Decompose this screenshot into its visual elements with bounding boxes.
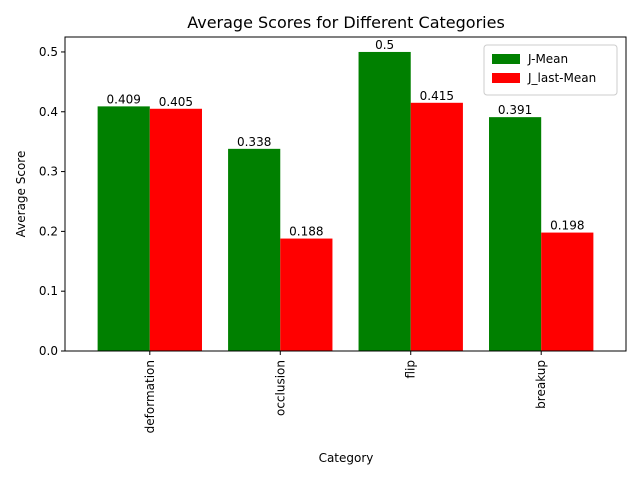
legend-swatch-j-mean — [492, 54, 520, 64]
x-tick-label-deformation: deformation — [143, 360, 157, 433]
legend-label-j-mean: J-Mean — [527, 52, 568, 66]
bar-j-last-mean-deformation — [149, 108, 202, 352]
chart-title: Average Scores for Different Categories — [187, 13, 505, 32]
bar-j-mean-flip — [358, 51, 411, 351]
y-tick-label: 0.5 — [39, 45, 58, 59]
y-axis: 0.0 0.1 0.2 0.3 0.4 0.5 — [39, 45, 65, 358]
legend-swatch-j-last-mean — [492, 73, 520, 83]
bars — [97, 51, 594, 352]
y-tick-label: 0.4 — [39, 105, 58, 119]
y-axis-label: Average Score — [14, 151, 28, 238]
x-axis: deformation occlusion flip breakup — [143, 351, 548, 433]
y-tick-label: 0.1 — [39, 284, 58, 298]
bar-j-last-mean-breakup — [541, 232, 594, 351]
y-tick-label: 0.0 — [39, 344, 58, 358]
data-label-j-last-mean-occlusion: 0.188 — [289, 225, 323, 239]
y-tick-label: 0.3 — [39, 165, 58, 179]
x-axis-label: Category — [319, 451, 374, 465]
bar-j-last-mean-flip — [410, 102, 463, 352]
data-labels: 0.409 0.338 0.5 0.391 0.405 0.188 0.415 0.198 — [107, 38, 585, 239]
x-tick-label-flip: flip — [404, 360, 418, 379]
legend-label-j-last-mean: J_last-Mean — [527, 71, 596, 85]
legend: J-Mean J_last-Mean — [483, 44, 618, 96]
data-label-j-mean-deformation: 0.409 — [107, 92, 141, 106]
x-tick-label-occlusion: occlusion — [273, 360, 287, 416]
data-label-j-last-mean-breakup: 0.198 — [550, 219, 584, 233]
data-label-j-mean-flip: 0.5 — [375, 38, 394, 52]
data-label-j-last-mean-deformation: 0.405 — [159, 95, 193, 109]
bar-j-mean-breakup — [489, 117, 542, 351]
data-label-j-last-mean-flip: 0.415 — [420, 89, 454, 103]
x-tick-label-breakup: breakup — [534, 360, 548, 409]
plot-frame — [64, 36, 627, 352]
y-tick-label: 0.2 — [39, 224, 58, 238]
bar-j-mean-occlusion — [228, 148, 281, 351]
data-label-j-mean-breakup: 0.391 — [498, 103, 532, 117]
bar-j-last-mean-occlusion — [280, 238, 333, 351]
data-label-j-mean-occlusion: 0.338 — [237, 135, 271, 149]
bar-j-mean-deformation — [97, 106, 150, 351]
